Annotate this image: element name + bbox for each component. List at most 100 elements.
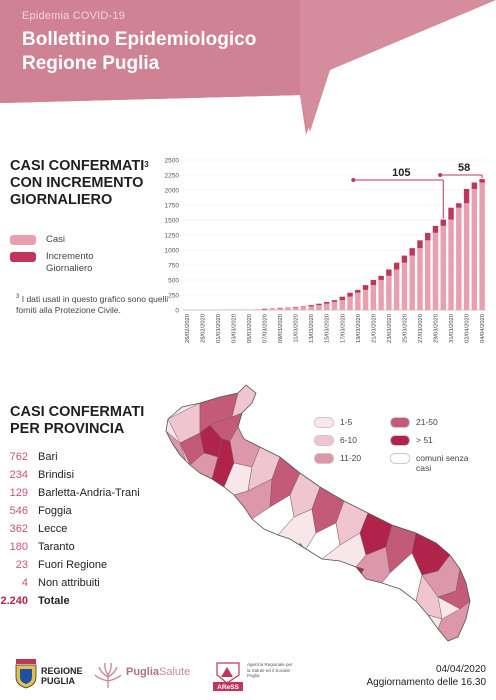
bar-casi <box>316 305 322 310</box>
map-legend-swatch <box>390 417 410 428</box>
province-value: 362 <box>9 523 28 535</box>
x-tick-label: 15/03/2020 <box>325 314 331 343</box>
x-tick-label: 28/02/2020 <box>200 314 206 343</box>
aress-logo-text: Agenzia Regionale per la Salute ed il So… <box>247 662 293 678</box>
province-name: Lecce <box>38 523 68 535</box>
y-tick-label: 1250 <box>165 233 180 240</box>
regione-puglia-coat-of-arms-icon <box>15 659 37 689</box>
footnote-sup: 3 <box>16 294 20 300</box>
x-tick-label: 17/03/2020 <box>340 314 346 343</box>
map-legend-label: comuni senza casi <box>416 453 469 473</box>
y-tick-label: 1000 <box>165 248 180 255</box>
y-tick-label: 2500 <box>165 158 180 165</box>
province-row-lecce: 362 Lecce <box>0 523 170 541</box>
x-tick-label: 31/03/2020 <box>449 314 455 343</box>
bar-casi <box>409 255 415 310</box>
puglia-municipalities-map <box>165 384 471 642</box>
footnote-text: I dati usati in questo grafico sono quel… <box>16 293 169 315</box>
y-tick-label: 750 <box>168 263 179 270</box>
logo1-line2: PUGLIA <box>41 676 76 686</box>
bar-incremento <box>386 269 392 276</box>
province-title-line1: CASI CONFERMATI <box>10 404 145 420</box>
province-row-bat: 129 Barletta-Andria-Trani <box>0 487 170 505</box>
bar-incremento <box>261 308 268 310</box>
bar-casi <box>269 308 276 310</box>
province-title-line2: PER PROVINCIA <box>10 421 125 437</box>
bar-incremento <box>393 262 400 270</box>
map-legend-item: 21-50 <box>390 417 438 428</box>
x-tick-label: 02/04/2020 <box>465 314 471 343</box>
x-tick-label: 23/03/2020 <box>387 314 393 343</box>
annotation-dot <box>351 178 356 182</box>
map-legend-item: > 51 <box>390 435 433 446</box>
aress-badge-text: AReSS <box>217 684 239 691</box>
map-legend-label: 1-5 <box>340 417 353 427</box>
annotation-label: 58 <box>458 162 470 174</box>
logo1-line1: REGIONE <box>41 666 83 676</box>
bar-incremento <box>370 279 377 286</box>
province-value: 180 <box>9 541 28 553</box>
y-tick-label: 1750 <box>165 203 180 210</box>
province-value: 129 <box>9 487 28 499</box>
bar-incremento <box>347 292 353 297</box>
x-tick-label: 05/03/2020 <box>247 314 253 343</box>
bar-incremento <box>448 207 454 220</box>
bar-incremento <box>292 306 299 308</box>
report-date: 04/04/2020 <box>435 664 486 675</box>
bar-casi <box>463 203 470 310</box>
province-value: 546 <box>9 505 28 517</box>
map-legend-label: 6-10 <box>340 435 358 445</box>
annotation-dot <box>438 173 443 177</box>
bar-casi <box>355 292 361 310</box>
province-row-brindisi: 234 Brindisi <box>0 469 170 487</box>
bar-incremento <box>339 296 345 301</box>
x-tick-label: 21/03/2020 <box>371 314 377 343</box>
bar-incremento <box>331 300 338 302</box>
legend-label-incremento: Incremento Giornaliero <box>46 251 94 274</box>
x-tick-label: 01/03/2020 <box>216 314 222 343</box>
bar-casi <box>479 182 485 310</box>
province-row-total: 2.240 Totale <box>0 595 170 613</box>
bar-incremento <box>308 305 314 307</box>
bar-casi <box>393 269 400 310</box>
legend-item-casi: Casi <box>10 234 112 245</box>
chart-title-sup: 3 <box>144 160 149 169</box>
bar-casi <box>300 306 307 310</box>
province-value: 762 <box>9 451 28 463</box>
bar-incremento <box>378 275 384 280</box>
bar-casi <box>378 279 384 310</box>
bar-incremento <box>300 306 307 307</box>
bar-incremento <box>471 182 478 189</box>
bar-casi <box>456 207 462 310</box>
chart-section-title: CASI CONFERMATI3 CON INCREMENTO GIORNALI… <box>10 158 149 209</box>
bar-incremento <box>409 248 415 256</box>
legend-swatch-incremento <box>10 252 36 262</box>
province-value: 234 <box>9 469 28 481</box>
logo2-bold: Puglia <box>126 666 160 678</box>
bar-incremento <box>463 188 470 204</box>
y-tick-label: 2250 <box>165 173 180 180</box>
bar-casi <box>277 308 283 310</box>
regione-puglia-logo-text: REGIONE PUGLIA <box>41 666 83 686</box>
bar-casi <box>471 188 478 310</box>
bar-casi <box>417 248 423 310</box>
map-legend-item: 11-20 <box>314 453 361 464</box>
y-tick-label: 500 <box>168 278 179 285</box>
x-tick-label: 11/03/2020 <box>294 314 300 343</box>
map-legend-item: 1-5 <box>314 417 352 428</box>
logo2-light: Salute <box>159 666 191 678</box>
page-title: Bollettino Epidemiologico Regione Puglia <box>22 29 257 74</box>
chart-title-line2: CON INCREMENTO <box>10 175 144 191</box>
map-legend-swatch <box>390 435 410 446</box>
province-name: Non attribuiti <box>38 577 100 589</box>
map-legend-label: 21-50 <box>416 417 438 427</box>
province-value: 4 <box>21 577 28 589</box>
province-name: Foggia <box>38 505 72 517</box>
report-update-time: Aggiornamento delle 16.30 <box>366 677 486 688</box>
bar-incremento <box>355 289 361 293</box>
header-kicker: Epidemia COVID-19 <box>22 10 126 22</box>
bar-casi <box>292 307 299 310</box>
x-tick-label: 19/03/2020 <box>356 314 362 343</box>
map-legend-swatch <box>314 435 334 446</box>
bar-casi <box>324 303 330 310</box>
